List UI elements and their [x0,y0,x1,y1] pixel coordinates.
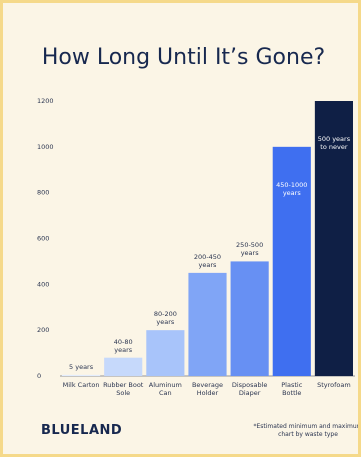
brand: BLUELAND [41,423,123,438]
bar [230,261,269,376]
x-tick-label: Styrofoam [317,381,351,389]
bar-annotation: 200-450 years [193,252,222,269]
bar-annotation: 40-80 years [113,337,133,354]
bar [188,272,227,376]
y-tick-label: 800 [37,189,49,197]
bar [272,146,311,376]
x-tick-label: Beverage Holder [191,381,224,397]
y-tick-label: 200 [37,326,49,334]
bar [62,374,101,376]
chart: 0 200 400 600 800 1000 1200 [37,97,355,380]
bar [104,357,143,376]
x-tick-label: Milk Carton [62,381,100,389]
y-tick-label: 1000 [37,143,54,151]
bar [146,330,185,376]
x-tick-label: Rubber Boot Sole [103,381,144,397]
bar [314,101,353,376]
bar-annotation: 500 years to never [317,135,351,151]
bar-annotation: 80-200 years [153,310,177,327]
footnote: *Estimated minimum and maximum chart by … [253,423,361,438]
bar-annotation: 5 years [69,362,94,371]
y-tick-label: 600 [37,235,49,243]
x-tick-label: Disposable Diaper [231,381,268,397]
x-tick-label: Plastic Bottle [281,381,303,397]
y-tick-label: 400 [37,280,49,288]
y-tick-label: 0 [37,372,41,380]
y-tick-label: 1200 [37,97,54,105]
bar-annotation: 250-500 years [236,241,264,258]
x-tick-label: Aluminum Can [148,381,182,397]
chart-title: How Long Until It’s Gone? [41,45,326,70]
bar-annotation: 450-1000 years [276,180,308,197]
